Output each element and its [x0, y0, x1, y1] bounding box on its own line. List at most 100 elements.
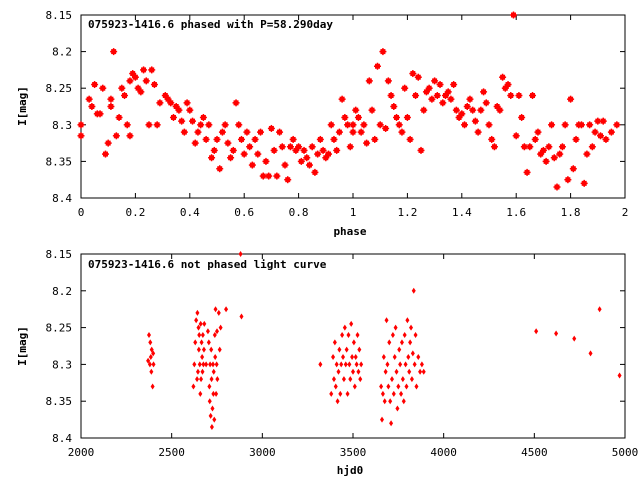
- data-point: [211, 390, 216, 397]
- data-point: [194, 317, 199, 324]
- data-point: [221, 121, 229, 129]
- data-point: [198, 320, 203, 327]
- data-point: [218, 128, 226, 136]
- data-point: [526, 143, 534, 151]
- data-point: [474, 128, 482, 136]
- data-point: [126, 132, 134, 140]
- data-point: [572, 335, 577, 342]
- data-point: [267, 124, 275, 132]
- data-point: [107, 103, 115, 110]
- data-point: [331, 354, 336, 361]
- bottom-xtick-label: 2000: [68, 446, 95, 459]
- data-point: [123, 121, 131, 129]
- data-point: [330, 135, 338, 143]
- data-point: [215, 376, 220, 383]
- data-point: [110, 48, 118, 56]
- data-point: [183, 99, 191, 107]
- data-point: [393, 113, 401, 121]
- data-point: [289, 135, 297, 143]
- top-xtick-label: 0: [78, 206, 85, 219]
- data-point: [126, 77, 134, 85]
- data-point: [148, 354, 153, 361]
- data-point: [380, 416, 385, 423]
- data-point: [150, 81, 158, 89]
- data-point: [359, 361, 364, 368]
- data-point: [211, 361, 216, 368]
- top-ytick-label: 8.35: [46, 155, 73, 168]
- data-point: [153, 121, 161, 129]
- data-point: [418, 368, 423, 375]
- data-point: [199, 113, 207, 121]
- data-point: [406, 354, 411, 361]
- data-point: [410, 350, 415, 357]
- bottom-plot-ticks: 2000 2500 3000 3500 4000 4500 5000 8.15 8.2 8.25 8…: [46, 248, 639, 459]
- data-point: [211, 368, 216, 375]
- data-point: [205, 121, 213, 129]
- data-point: [371, 135, 379, 143]
- data-point: [99, 84, 107, 92]
- data-point: [300, 146, 308, 154]
- data-point: [365, 77, 373, 85]
- data-point: [597, 132, 605, 140]
- data-point: [131, 73, 139, 81]
- data-point: [350, 354, 355, 361]
- data-point: [455, 113, 463, 121]
- data-point: [414, 73, 422, 81]
- top-xtick-label: 1.8: [561, 206, 581, 219]
- data-point: [523, 168, 531, 176]
- data-point: [509, 11, 517, 19]
- data-point: [390, 103, 398, 110]
- top-plot-ylabel: I[mag]: [16, 86, 29, 126]
- data-point: [208, 361, 213, 368]
- data-point: [409, 70, 417, 78]
- data-point: [112, 132, 120, 140]
- data-point: [257, 128, 265, 136]
- data-point: [333, 146, 341, 154]
- data-point: [504, 81, 512, 89]
- data-point: [355, 331, 360, 338]
- bottom-plot-title: 075923-1416.6 not phased light curve: [88, 258, 327, 271]
- data-point: [401, 84, 409, 92]
- data-point: [343, 361, 348, 368]
- data-point: [311, 168, 319, 176]
- data-point: [118, 84, 126, 92]
- data-point: [518, 113, 526, 121]
- data-point: [452, 106, 460, 114]
- bottom-xtick-label: 4500: [521, 446, 548, 459]
- data-point: [405, 317, 410, 324]
- bottom-plot-xlabel: hjd0: [337, 464, 364, 477]
- data-point: [382, 124, 390, 132]
- data-point: [91, 81, 99, 89]
- data-point: [246, 143, 254, 151]
- data-point: [450, 81, 458, 89]
- data-point: [493, 103, 501, 110]
- data-point: [358, 376, 363, 383]
- data-point: [316, 135, 324, 143]
- top-ytick-label: 8.3: [52, 119, 72, 132]
- data-point: [396, 383, 401, 390]
- data-point: [254, 150, 262, 158]
- data-point: [319, 146, 327, 154]
- data-point: [507, 92, 515, 100]
- data-point: [201, 361, 206, 368]
- bottom-plot-frame: [80, 253, 626, 439]
- data-point: [101, 150, 109, 158]
- data-point: [485, 121, 493, 129]
- bottom-ytick-label: 8.2: [52, 285, 72, 298]
- data-point: [149, 368, 154, 375]
- data-point: [180, 128, 188, 136]
- data-point: [556, 150, 564, 158]
- data-point: [380, 390, 385, 397]
- data-point: [341, 354, 346, 361]
- data-point: [342, 324, 347, 331]
- top-ytick-label: 8.4: [52, 192, 72, 205]
- data-point: [389, 420, 394, 427]
- data-point: [412, 92, 420, 100]
- data-point: [567, 95, 575, 103]
- data-point: [88, 103, 96, 110]
- data-point: [383, 368, 388, 375]
- data-point: [337, 346, 342, 353]
- data-point: [531, 135, 539, 143]
- data-point: [209, 346, 214, 353]
- data-point: [441, 92, 449, 100]
